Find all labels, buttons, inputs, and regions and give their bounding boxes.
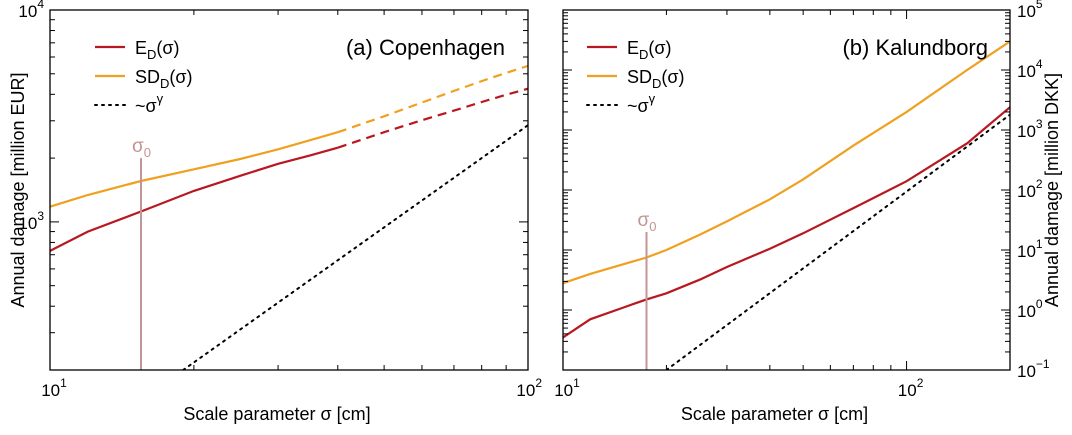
y-axis-label: Annual damage [million EUR]: [8, 72, 28, 307]
y-tick-label: 104: [1017, 57, 1043, 81]
x-axis-label: Scale parameter σ [cm]: [681, 404, 868, 424]
plot-frame: [49, 9, 529, 371]
legend-label: ED(σ): [627, 38, 672, 62]
series-line-4: [182, 124, 528, 370]
x-tick-label: 101: [41, 376, 67, 400]
series-line-1: [337, 87, 528, 149]
panel-label: (b) Kalundborg: [842, 35, 988, 60]
series-line-2: [50, 131, 339, 208]
y-tick-label: 101: [1017, 237, 1043, 261]
chart-panel-1: σ0 10−1 100 101 102 103 104 105 101 102 Scale para…: [554, 0, 1062, 424]
sigma0-label: σ0: [638, 210, 657, 234]
series-line-2: [665, 113, 1010, 370]
legend-label: SDD(σ): [627, 67, 685, 91]
chart-panel-0: σ0 103 104 101 102 Scale parameter σ [cm] Annu…: [8, 0, 542, 424]
legend-label: ~σγ: [135, 91, 164, 116]
legend-label: ED(σ): [135, 38, 180, 62]
x-tick-label: 102: [898, 376, 924, 400]
series-line-0: [563, 106, 1010, 339]
y-tick-label: 104: [18, 0, 44, 21]
series-line-1: [563, 40, 1010, 285]
series-line-0: [50, 146, 339, 252]
series-line-3: [337, 64, 528, 134]
y-tick-label: 102: [1017, 177, 1043, 201]
y-axis-label: Annual damage [million DKK]: [1042, 73, 1062, 307]
x-axis-label: Scale parameter σ [cm]: [183, 404, 370, 424]
legend-label: ~σγ: [627, 91, 656, 116]
y-tick-label: 10−1: [1017, 357, 1050, 381]
x-tick-label: 102: [516, 376, 542, 400]
y-tick-label: 103: [18, 209, 44, 233]
legend-label: SDD(σ): [135, 67, 193, 91]
panel-label: (a) Copenhagen: [346, 35, 505, 60]
y-tick-label: 100: [1017, 297, 1043, 321]
sigma0-label: σ0: [132, 136, 151, 160]
y-tick-label: 103: [1017, 117, 1043, 141]
x-tick-label: 101: [554, 376, 580, 400]
y-tick-label: 105: [1017, 0, 1043, 21]
